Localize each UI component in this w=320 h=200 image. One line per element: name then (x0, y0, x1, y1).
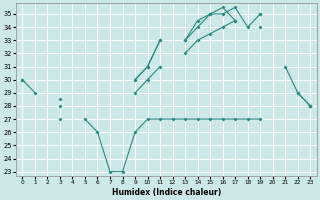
X-axis label: Humidex (Indice chaleur): Humidex (Indice chaleur) (112, 188, 221, 197)
